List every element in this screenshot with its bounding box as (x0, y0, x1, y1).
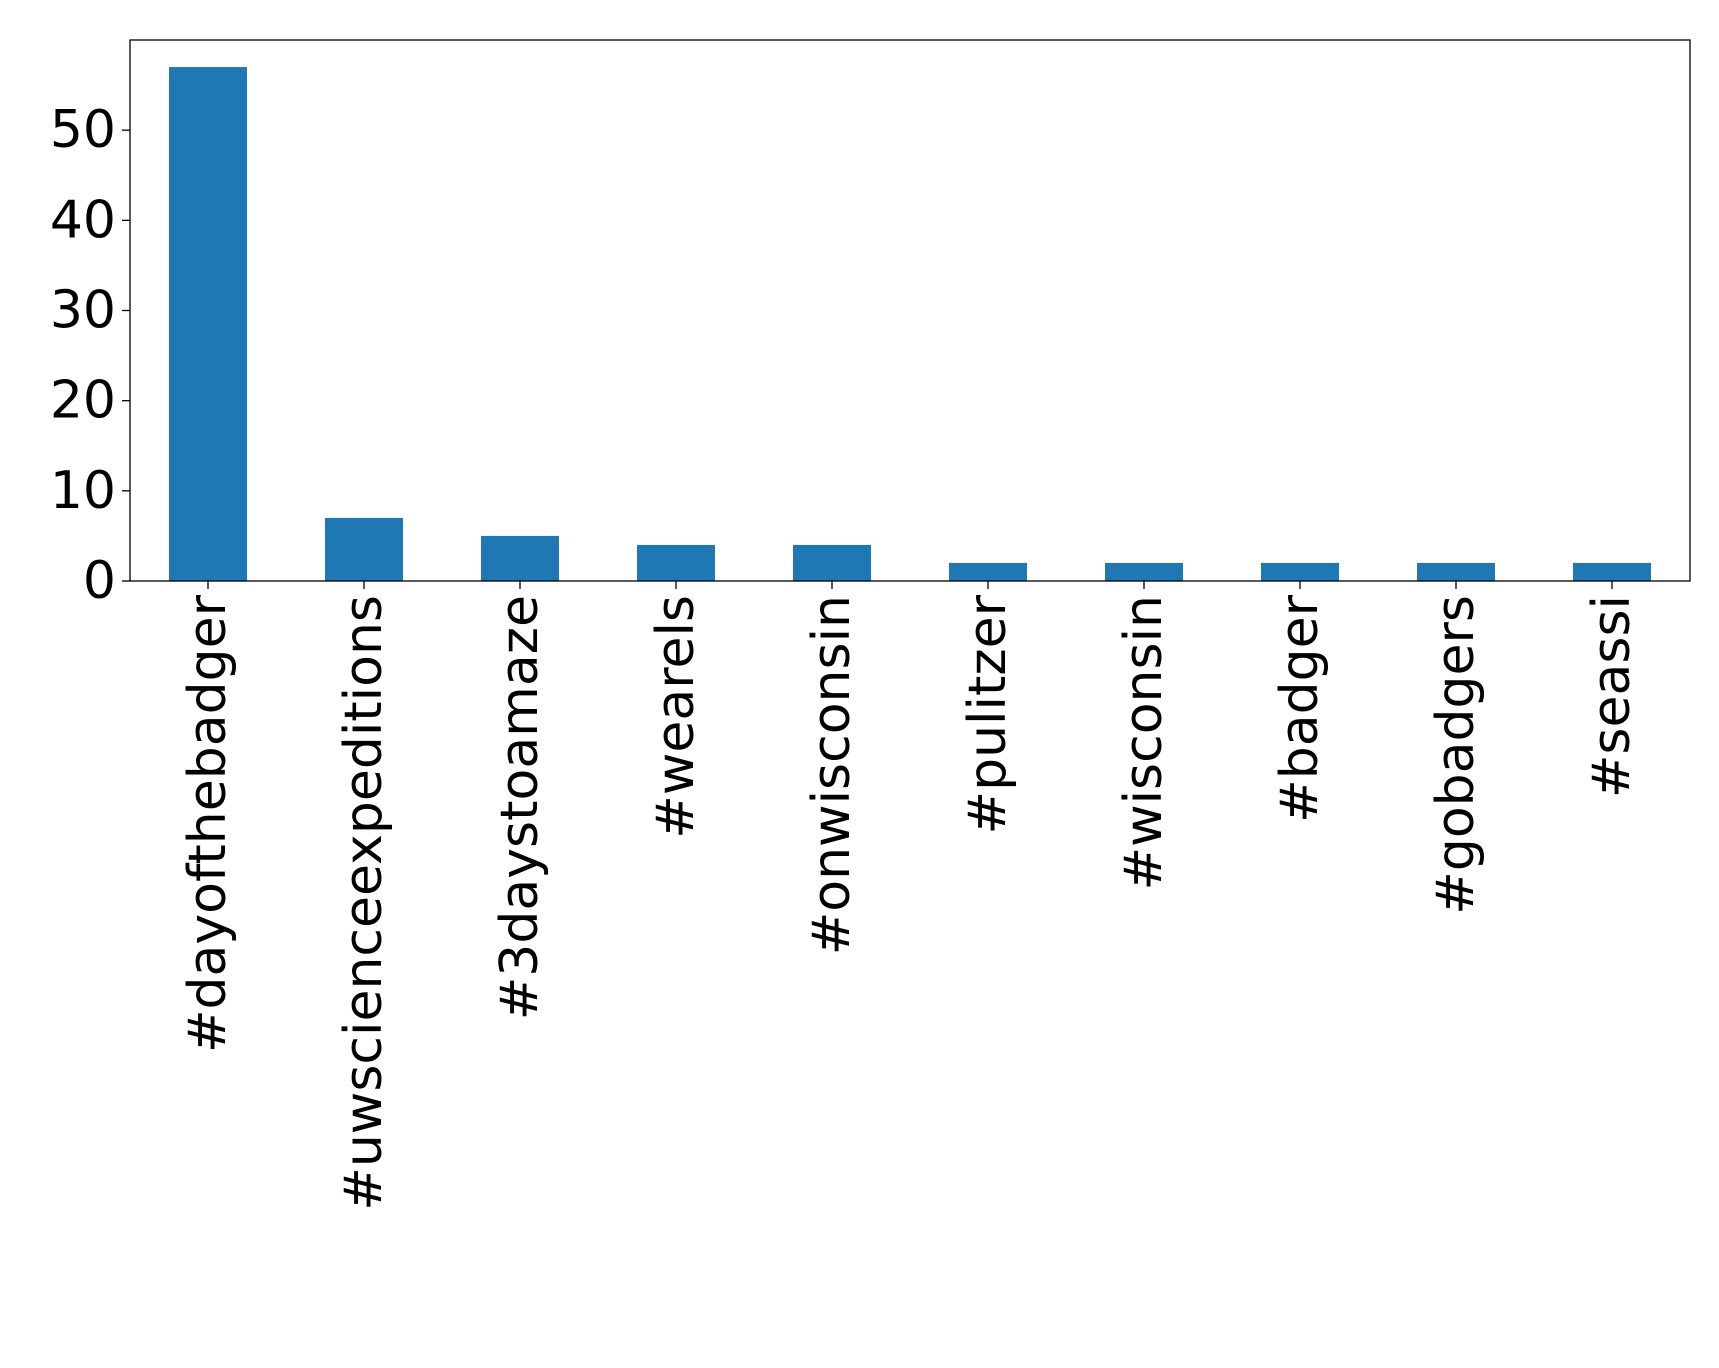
y-tick-label-5: 50 (50, 100, 116, 160)
bar-7 (1261, 562, 1339, 581)
x-tick-label-6: #wisconsin (1114, 595, 1174, 891)
bar-9 (1573, 562, 1651, 581)
y-tick-label-4: 40 (50, 190, 116, 250)
bar-8 (1417, 562, 1495, 581)
y-tick-label-2: 20 (50, 371, 116, 431)
bar-3 (637, 544, 715, 581)
bar-2 (481, 535, 559, 581)
x-tick-label-8: #gobadgers (1426, 595, 1486, 915)
y-tick-label-0: 0 (83, 551, 116, 611)
y-tick-label-1: 10 (50, 461, 116, 521)
x-tick-label-5: #pulitzer (958, 594, 1018, 834)
x-axis: #dayofthebadger #uwscienceexpeditions #3da… (178, 581, 1642, 1211)
bar-4 (793, 544, 871, 581)
bar-6 (1105, 562, 1183, 581)
y-axis: 0 10 20 30 40 50 (50, 100, 130, 611)
x-tick-label-2: #3daystoamaze (490, 595, 550, 1020)
bar-1 (325, 517, 403, 581)
plot-frame (129, 39, 1691, 582)
x-tick-label-3: #wearels (646, 595, 706, 839)
x-tick-label-1: #uwscienceexpeditions (334, 595, 394, 1211)
x-tick-label-4: #onwisconsin (802, 595, 862, 955)
x-tick-label-9: #seassi (1582, 595, 1642, 798)
x-tick-label-7: #badger (1270, 594, 1330, 822)
x-tick-label-0: #dayofthebadger (178, 594, 238, 1053)
bar-5 (949, 562, 1027, 581)
bars-group (169, 67, 1651, 582)
y-tick-label-3: 30 (50, 281, 116, 341)
bar-0 (169, 67, 247, 582)
